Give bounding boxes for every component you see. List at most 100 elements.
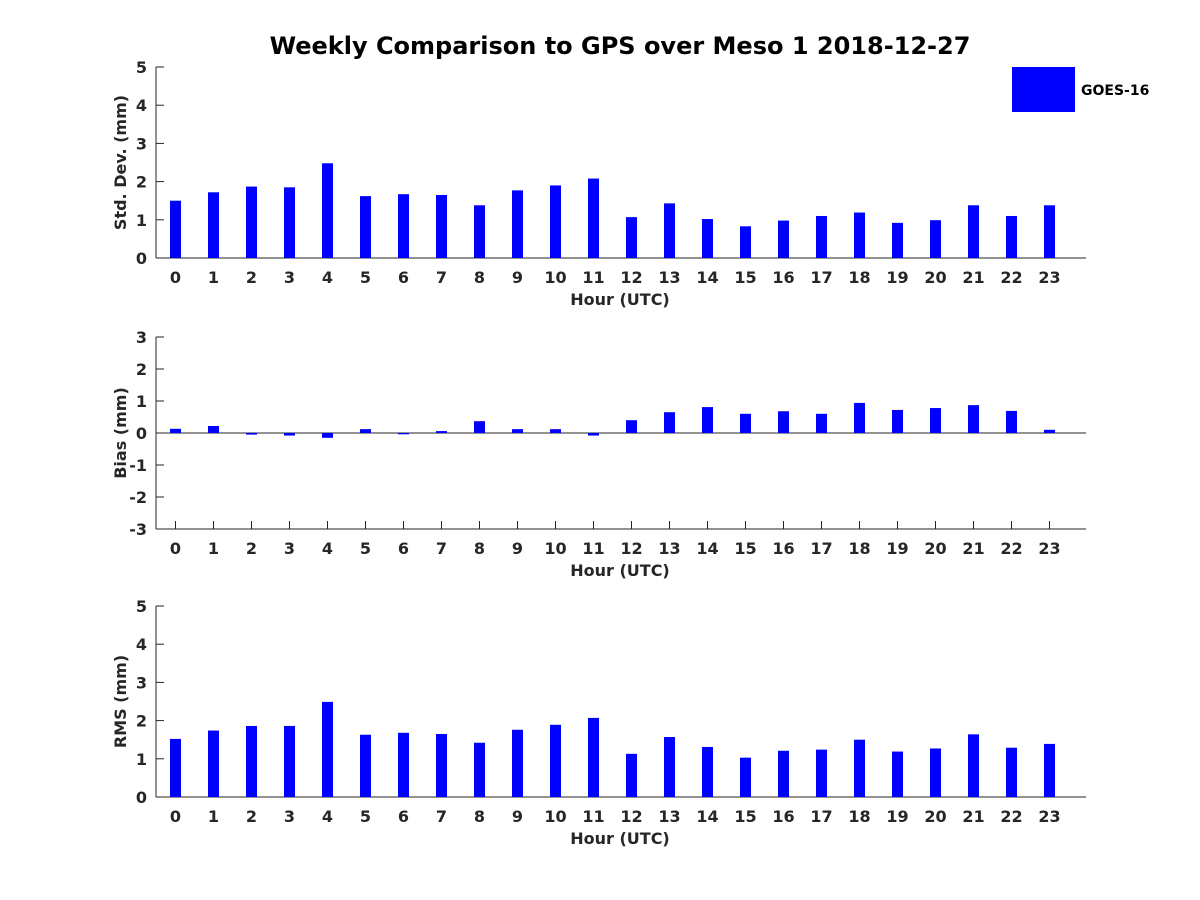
bar-hour-16 — [778, 220, 789, 258]
x-tick-label: 4 — [322, 807, 333, 826]
x-tick-label: 6 — [398, 268, 409, 287]
bar-hour-5 — [360, 734, 371, 797]
bar-hour-2 — [246, 433, 257, 435]
bar-hour-18 — [854, 739, 865, 797]
y-tick-label: -3 — [129, 520, 147, 539]
bar-hour-19 — [892, 409, 903, 433]
bar-hour-11 — [588, 717, 599, 797]
y-tick-label: 0 — [136, 788, 147, 807]
x-tick-label: 20 — [924, 807, 946, 826]
bar-hour-20 — [930, 748, 941, 797]
bar-hour-3 — [284, 433, 295, 436]
bar-hour-11 — [588, 433, 599, 436]
bar-hour-13 — [664, 203, 675, 258]
bar-hour-20 — [930, 220, 941, 258]
y-tick-label: -1 — [129, 456, 147, 475]
x-tick-label: 22 — [1000, 268, 1022, 287]
x-tick-label: 7 — [436, 268, 447, 287]
x-tick-label: 16 — [772, 539, 794, 558]
x-axis-title: Hour (UTC) — [570, 290, 670, 309]
bar-hour-17 — [816, 413, 827, 433]
bar-hour-6 — [398, 732, 409, 797]
bar-hour-7 — [436, 194, 447, 258]
x-tick-label: 12 — [620, 539, 642, 558]
x-tick-label: 17 — [810, 268, 832, 287]
x-tick-label: 13 — [658, 268, 680, 287]
x-tick-label: 5 — [360, 807, 371, 826]
x-tick-label: 2 — [246, 539, 257, 558]
bar-hour-15 — [740, 413, 751, 433]
bar-hour-12 — [626, 420, 637, 433]
x-tick-label: 8 — [474, 807, 485, 826]
bar-hour-0 — [170, 428, 181, 433]
x-tick-label: 15 — [734, 539, 756, 558]
x-tick-label: 3 — [284, 807, 295, 826]
x-tick-label: 12 — [620, 268, 642, 287]
bar-hour-5 — [360, 196, 371, 258]
legend-swatch-goes-16 — [1012, 67, 1075, 112]
y-tick-label: 4 — [136, 635, 147, 654]
y-tick-label: 2 — [136, 712, 147, 731]
x-tick-label: 21 — [962, 539, 984, 558]
x-tick-label: 11 — [582, 268, 604, 287]
x-tick-label: 3 — [284, 539, 295, 558]
x-tick-label: 16 — [772, 807, 794, 826]
y-tick-label: 4 — [136, 96, 147, 115]
x-tick-label: 0 — [170, 268, 181, 287]
legend-label-goes-16: GOES-16 — [1081, 83, 1149, 99]
x-tick-label: 14 — [696, 268, 718, 287]
bar-hour-22 — [1006, 747, 1017, 797]
x-tick-label: 9 — [512, 539, 523, 558]
bar-hour-19 — [892, 751, 903, 797]
x-tick-label: 18 — [848, 807, 870, 826]
bar-hour-18 — [854, 402, 865, 433]
bar-hour-22 — [1006, 215, 1017, 258]
x-tick-label: 7 — [436, 807, 447, 826]
bar-hour-0 — [170, 200, 181, 258]
bar-hour-9 — [512, 190, 523, 258]
bar-hour-8 — [474, 421, 485, 433]
bar-hour-23 — [1044, 205, 1055, 258]
bar-hour-9 — [512, 429, 523, 433]
x-tick-label: 8 — [474, 539, 485, 558]
bar-hour-10 — [550, 185, 561, 258]
bar-hour-21 — [968, 205, 979, 258]
x-tick-label: 13 — [658, 539, 680, 558]
x-tick-label: 10 — [544, 807, 566, 826]
bar-hour-16 — [778, 411, 789, 433]
x-tick-label: 2 — [246, 807, 257, 826]
y-axis-title: RMS (mm) — [111, 655, 130, 748]
bar-hour-3 — [284, 187, 295, 258]
bar-hour-14 — [702, 407, 713, 433]
x-axis-title: Hour (UTC) — [570, 561, 670, 580]
y-tick-label: 1 — [136, 211, 147, 230]
x-tick-label: 0 — [170, 807, 181, 826]
bar-hour-4 — [322, 163, 333, 258]
x-tick-label: 22 — [1000, 807, 1022, 826]
bar-hour-6 — [398, 433, 409, 435]
bar-hour-22 — [1006, 410, 1017, 433]
x-tick-label: 22 — [1000, 539, 1022, 558]
bar-hour-4 — [322, 701, 333, 797]
x-tick-label: 11 — [582, 807, 604, 826]
bar-hour-0 — [170, 738, 181, 797]
bar-hour-17 — [816, 749, 827, 797]
bar-hour-8 — [474, 205, 485, 258]
x-tick-label: 21 — [962, 268, 984, 287]
bar-hour-9 — [512, 729, 523, 797]
bar-hour-1 — [208, 730, 219, 797]
x-tick-label: 13 — [658, 807, 680, 826]
x-tick-label: 23 — [1038, 807, 1060, 826]
y-tick-label: 3 — [136, 134, 147, 153]
y-tick-label: 0 — [136, 249, 147, 268]
x-tick-label: 10 — [544, 268, 566, 287]
bar-hour-21 — [968, 405, 979, 433]
x-tick-label: 9 — [512, 268, 523, 287]
bar-hour-14 — [702, 219, 713, 258]
bar-hour-2 — [246, 186, 257, 258]
bar-hour-8 — [474, 742, 485, 797]
y-axis-title: Bias (mm) — [111, 387, 130, 479]
x-tick-label: 16 — [772, 268, 794, 287]
